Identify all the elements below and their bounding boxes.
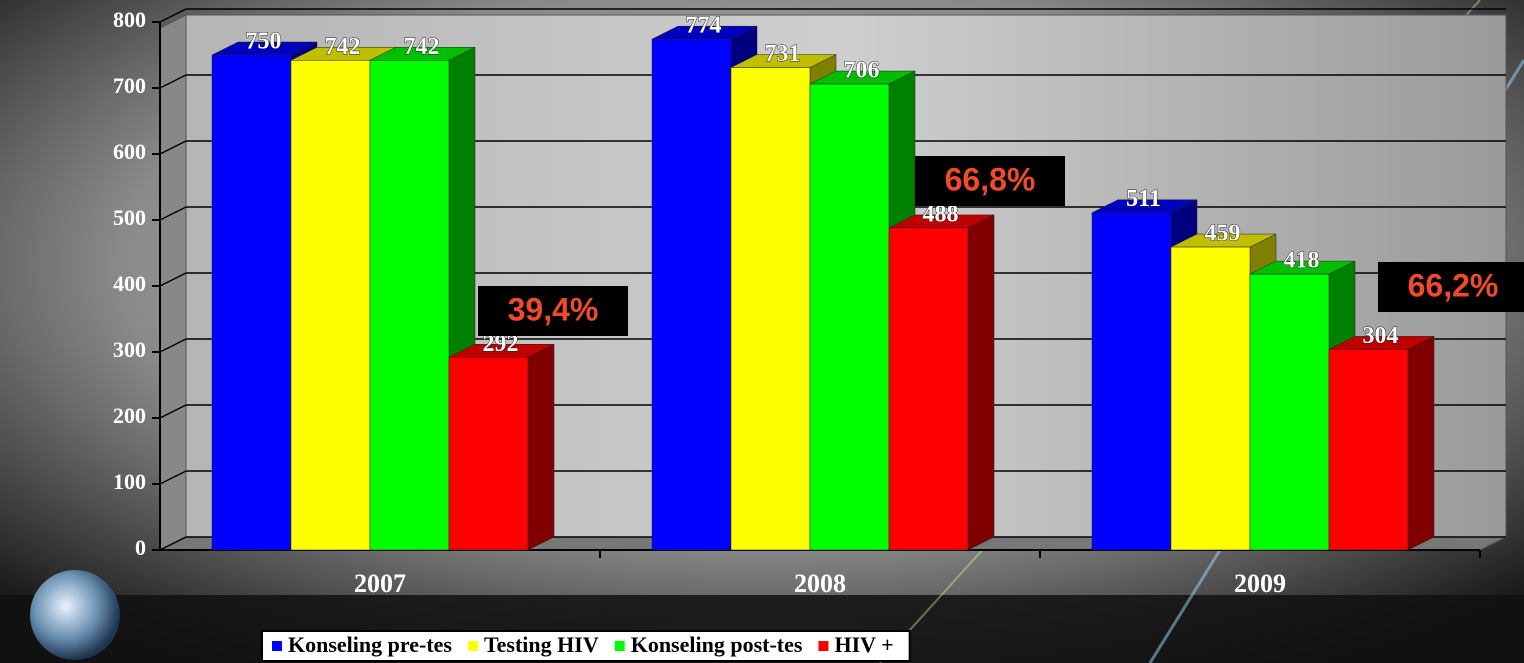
y-tick-label: 500 <box>113 205 146 230</box>
bar <box>211 54 292 551</box>
bar <box>1328 349 1409 551</box>
y-tick-label: 600 <box>113 139 146 164</box>
value-label: 750 <box>246 29 282 55</box>
bar <box>369 60 450 551</box>
x-tick-label: 2009 <box>1234 569 1286 598</box>
grid-line <box>159 74 187 89</box>
plot-area: 0 100 200 300 400 500 600 700 800 2007 2008 2009 750… <box>113 7 1524 598</box>
bar <box>888 227 969 551</box>
grid-line <box>159 8 187 23</box>
annotation: 66,8% <box>945 161 1036 197</box>
annotation-box <box>478 286 628 336</box>
bar <box>1170 246 1251 551</box>
legend-label: HIV + <box>834 632 893 657</box>
bar-side <box>527 343 555 551</box>
grid-line <box>159 536 187 551</box>
annotation: 39,4% <box>508 291 599 327</box>
legend: Konseling pre-tes Testing HIV Konseling po… <box>261 630 911 662</box>
value-label: 418 <box>1284 248 1320 274</box>
annotation: 66,2% <box>1408 267 1499 303</box>
x-tick-label: 2008 <box>794 569 846 598</box>
bar <box>730 67 811 551</box>
y-tick-label: 300 <box>113 337 146 362</box>
value-label: 742 <box>325 34 361 60</box>
bar-side <box>1407 335 1435 551</box>
bar <box>809 83 890 551</box>
value-label: 459 <box>1205 221 1241 247</box>
annotation-box <box>915 156 1065 206</box>
grid-line <box>159 206 187 221</box>
grid-line <box>159 470 187 485</box>
y-tick-label: 200 <box>113 403 146 428</box>
x-tick-label: 2007 <box>354 569 406 598</box>
legend-label: Konseling post-tes <box>631 632 803 657</box>
grid-line <box>159 272 187 287</box>
value-label: 304 <box>1363 323 1399 349</box>
value-label: 774 <box>686 13 722 39</box>
bar <box>290 60 371 551</box>
value-label: 731 <box>765 41 801 67</box>
grid-line <box>159 338 187 353</box>
bar <box>651 38 732 551</box>
side-wall <box>159 14 187 551</box>
bar <box>1249 273 1330 551</box>
legend-label: Testing HIV <box>484 632 599 657</box>
value-label: 742 <box>404 34 440 60</box>
grid-line <box>159 404 187 419</box>
y-tick-label: 800 <box>113 7 146 32</box>
y-tick-label: 100 <box>113 469 146 494</box>
legend-swatch <box>818 641 829 651</box>
bar-side <box>967 214 995 551</box>
legend-swatch <box>467 641 478 651</box>
grid-line <box>159 140 187 155</box>
value-label: 511 <box>1126 186 1161 212</box>
bar <box>448 357 529 551</box>
legend-swatch <box>614 641 625 651</box>
y-tick-label: 700 <box>113 73 146 98</box>
legend-label: Konseling pre-tes <box>288 632 452 657</box>
y-tick-label: 400 <box>113 271 146 296</box>
legend-swatch <box>272 641 282 651</box>
globe-logo <box>30 570 120 660</box>
y-tick-label: 0 <box>135 535 146 560</box>
bar <box>1091 212 1172 551</box>
value-label: 706 <box>844 58 880 84</box>
annotation-box <box>1378 262 1524 312</box>
legend-box <box>261 630 911 662</box>
